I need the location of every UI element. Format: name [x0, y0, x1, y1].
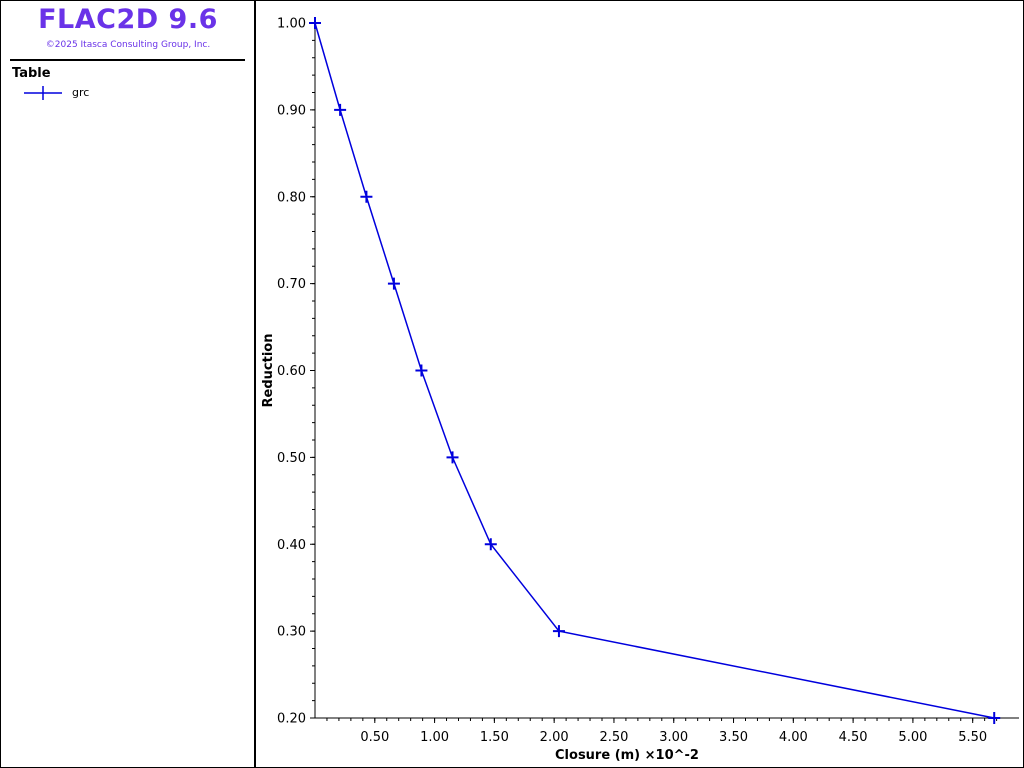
chart-area: 0.20 0.30 0.40 0.50 0.60 0.70 0.80 0.90 1.00 0.50…: [261, 17, 1019, 763]
data-point-marker: [446, 451, 459, 464]
data-point-marker: [360, 190, 373, 203]
x-tick-label: 2.50: [599, 730, 628, 745]
legend-title: Table: [12, 66, 51, 81]
x-tick-label: 3.50: [719, 730, 748, 745]
data-point-marker: [309, 17, 321, 29]
y-tick-label: 1.00: [277, 17, 306, 32]
y-tick-label: 0.60: [277, 364, 306, 379]
data-point-marker: [387, 277, 400, 290]
x-tick-label: 4.50: [839, 730, 868, 745]
x-axis-label: Closure (m) ×10^-2: [555, 748, 699, 763]
legend-item-label: grc: [72, 86, 90, 99]
x-tick-label: 4.00: [779, 730, 808, 745]
x-tick-label: 0.50: [360, 730, 389, 745]
y-tick-label: 0.80: [277, 190, 306, 205]
y-tick-label: 0.40: [277, 538, 306, 553]
y-axis-label: Reduction: [261, 334, 276, 408]
title-divider: [10, 59, 245, 61]
data-point-marker: [334, 103, 347, 116]
legend-panel: FLAC2D 9.6 ©2025 Itasca Consulting Group…: [0, 0, 256, 768]
legend-item-grc[interactable]: grc: [22, 85, 222, 101]
x-tick-label: 5.00: [898, 730, 927, 745]
y-tick-label: 0.70: [277, 277, 306, 292]
y-tick-label: 0.20: [277, 712, 306, 727]
y-tick-label: 0.50: [277, 451, 306, 466]
data-point-marker: [552, 625, 565, 638]
app-title: FLAC2D 9.6: [38, 4, 218, 35]
x-tick-label: 5.50: [958, 730, 987, 745]
x-tick-label: 3.00: [659, 730, 688, 745]
y-tick-label: 0.30: [277, 625, 306, 640]
data-point-marker: [988, 712, 1001, 724]
x-tick-label: 2.00: [540, 730, 569, 745]
data-point-marker: [484, 538, 497, 551]
y-tick-label: 0.90: [277, 103, 306, 118]
data-point-marker: [415, 364, 428, 377]
x-tick-label: 1.50: [480, 730, 509, 745]
plus-marker-icon: [24, 86, 62, 100]
x-tick-label: 1.00: [420, 730, 449, 745]
copyright-text: ©2025 Itasca Consulting Group, Inc.: [45, 40, 211, 50]
